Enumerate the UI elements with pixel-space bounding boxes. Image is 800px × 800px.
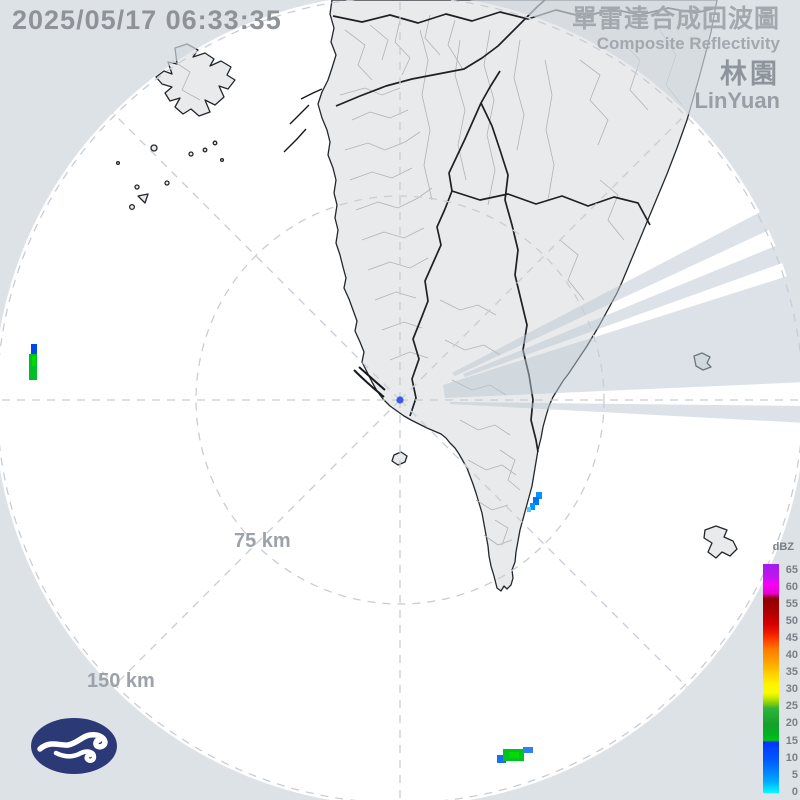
colorbar-tick: 20	[785, 717, 798, 730]
orchid-island	[703, 525, 738, 559]
timestamp: 2025/05/17 06:33:35	[12, 5, 282, 35]
echo-south-offshore	[497, 755, 506, 763]
colorbar-tick: 35	[785, 666, 798, 679]
echo-west-offshore	[32, 356, 36, 366]
landmass-layer	[115, 0, 738, 592]
penghu-islet	[137, 193, 149, 204]
cwb-logo-wave-upper	[37, 732, 108, 752]
beam-blockage-wedges	[443, 211, 800, 423]
penghu-islet	[128, 203, 136, 211]
title-chinese: 單雷達合成回波圖	[571, 5, 780, 33]
range-ring-label-75km: 75 km	[234, 530, 291, 552]
cwb-logo	[31, 718, 117, 774]
coastal-sandbars	[283, 88, 323, 153]
title-block: 單雷達合成回波圖 Composite Reflectivity 林園 LinYu…	[572, 4, 780, 112]
penghu-islet	[134, 184, 140, 190]
station-name-chinese: 林園	[720, 59, 780, 89]
dbz-colorbar	[763, 564, 779, 793]
title-english: Composite Reflectivity	[596, 34, 780, 53]
colorbar-tick: 5	[791, 768, 798, 781]
penghu-islet	[219, 157, 225, 163]
echo-south-offshore	[509, 752, 519, 758]
echo-west-offshore	[29, 354, 37, 380]
range-ring-75km	[195, 195, 605, 605]
radar-site-marker	[396, 396, 404, 404]
kaohsiung-harbor	[353, 366, 386, 398]
range-ring-label-150km: 150 km	[87, 670, 155, 692]
liuqiu-island	[391, 451, 408, 466]
colorbar-tick: 30	[785, 683, 798, 696]
penghu-islet	[150, 144, 158, 152]
penghu-islet	[188, 151, 194, 157]
echo-south-offshore	[523, 747, 533, 753]
colorbar-tick: 55	[785, 598, 798, 611]
colorbar-tick: 0	[791, 785, 798, 798]
echo-southeast-coast	[530, 503, 535, 510]
cwb-logo-wave-lower	[53, 749, 97, 763]
penghu-islet	[164, 180, 170, 186]
radar-echo-layer	[29, 344, 542, 763]
colorbar-tick: 40	[785, 649, 798, 662]
penghu-islet	[202, 147, 208, 153]
colorbar-unit-label: dBZ	[772, 541, 794, 553]
penghu-islet	[212, 140, 218, 146]
colorbar-tick: 60	[785, 581, 798, 594]
colorbar-tick: 10	[785, 751, 798, 764]
echo-southeast-coast	[527, 507, 531, 512]
colorbar-tick: 65	[785, 564, 798, 576]
colorbar-tick: 50	[785, 615, 798, 628]
penghu-islet	[115, 160, 121, 166]
taiwan-main-island	[317, 0, 718, 592]
echo-southeast-coast	[533, 497, 539, 505]
station-name-english: LinYuan	[694, 88, 780, 113]
echo-west-offshore	[31, 344, 37, 358]
echo-southeast-coast	[536, 492, 542, 499]
colorbar-tick: 45	[785, 632, 798, 645]
colorbar-tick: 15	[785, 734, 798, 747]
county-boundaries	[332, 0, 717, 453]
colorbar-tick: 25	[785, 700, 798, 713]
